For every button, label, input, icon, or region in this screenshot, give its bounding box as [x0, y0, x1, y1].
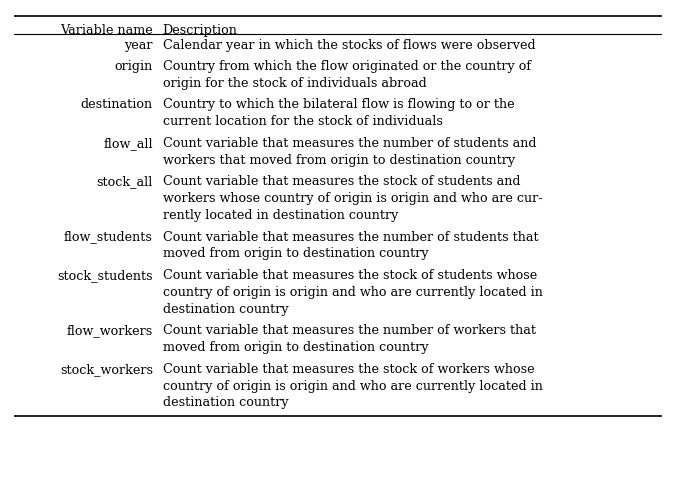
Text: moved from origin to destination country: moved from origin to destination country	[163, 341, 428, 354]
Text: Count variable that measures the stock of students whose: Count variable that measures the stock o…	[163, 269, 537, 282]
Text: workers whose country of origin is origin and who are cur-: workers whose country of origin is origi…	[163, 192, 542, 205]
Text: flow_students: flow_students	[64, 230, 153, 244]
Text: destination country: destination country	[163, 396, 288, 409]
Text: country of origin is origin and who are currently located in: country of origin is origin and who are …	[163, 286, 543, 299]
Text: flow_workers: flow_workers	[67, 324, 153, 337]
Text: Description: Description	[163, 24, 238, 37]
Text: origin: origin	[115, 60, 153, 73]
Text: Variable name: Variable name	[60, 24, 153, 37]
Text: stock_all: stock_all	[97, 175, 153, 188]
Text: Count variable that measures the number of workers that: Count variable that measures the number …	[163, 324, 535, 337]
Text: Calendar year in which the stocks of flows were observed: Calendar year in which the stocks of flo…	[163, 39, 535, 52]
Text: Count variable that measures the number of students that: Count variable that measures the number …	[163, 230, 538, 244]
Text: destination: destination	[81, 98, 153, 111]
Text: Country to which the bilateral flow is flowing to or the: Country to which the bilateral flow is f…	[163, 98, 514, 111]
Text: workers that moved from origin to destination country: workers that moved from origin to destin…	[163, 154, 514, 167]
Text: Country from which the flow originated or the country of: Country from which the flow originated o…	[163, 60, 531, 73]
Text: year: year	[124, 39, 153, 52]
Text: rently located in destination country: rently located in destination country	[163, 209, 398, 222]
Text: stock_students: stock_students	[57, 269, 153, 282]
Text: moved from origin to destination country: moved from origin to destination country	[163, 248, 428, 261]
Text: stock_workers: stock_workers	[60, 363, 153, 376]
Text: flow_all: flow_all	[103, 137, 153, 150]
Text: current location for the stock of individuals: current location for the stock of indivi…	[163, 115, 442, 128]
Text: country of origin is origin and who are currently located in: country of origin is origin and who are …	[163, 380, 543, 392]
Text: origin for the stock of individuals abroad: origin for the stock of individuals abro…	[163, 77, 427, 90]
Text: Count variable that measures the stock of students and: Count variable that measures the stock o…	[163, 175, 520, 188]
Text: Count variable that measures the number of students and: Count variable that measures the number …	[163, 137, 536, 150]
Text: destination country: destination country	[163, 303, 288, 315]
Text: Count variable that measures the stock of workers whose: Count variable that measures the stock o…	[163, 363, 534, 376]
